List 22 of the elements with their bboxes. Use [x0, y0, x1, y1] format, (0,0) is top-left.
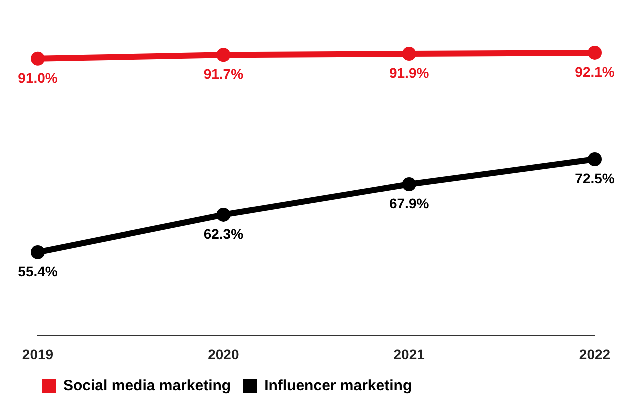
- point: [588, 46, 602, 60]
- point: [31, 52, 45, 66]
- legend-label: Social media marketing: [64, 378, 232, 395]
- point: [216, 48, 231, 62]
- point: [588, 152, 602, 167]
- data-label: 55.4%: [18, 263, 58, 280]
- data-label: 91.9%: [389, 64, 430, 81]
- data-label: 91.0%: [18, 70, 58, 86]
- point: [216, 208, 231, 222]
- data-label: 72.5%: [575, 170, 616, 186]
- data-label: 92.1%: [575, 64, 616, 80]
- x-tick-label: 2019: [22, 346, 54, 362]
- point: [402, 178, 416, 192]
- data-label: 91.7%: [204, 66, 244, 82]
- data-label: 62.3%: [204, 226, 244, 242]
- point: [402, 47, 416, 62]
- data-label: 67.9%: [389, 195, 430, 212]
- point: [31, 245, 45, 260]
- x-tick-label: 2020: [208, 346, 240, 362]
- x-tick-label: 2022: [579, 346, 611, 362]
- x-tick-label: 2021: [394, 346, 426, 362]
- legend-label: Influencer marketing: [264, 378, 412, 395]
